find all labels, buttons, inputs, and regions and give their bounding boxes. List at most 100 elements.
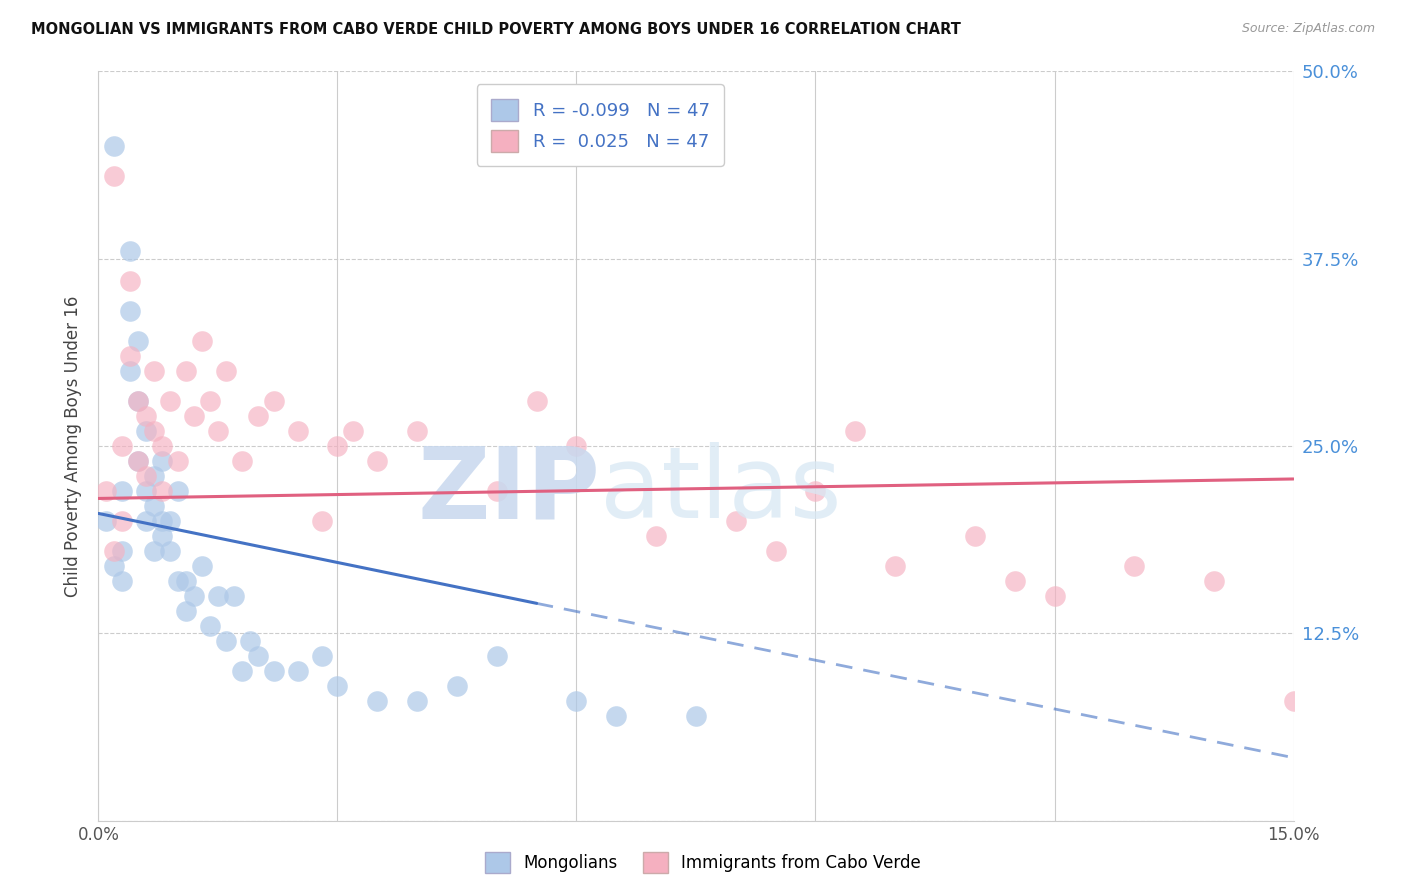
Point xyxy=(127,334,149,348)
Point xyxy=(804,483,827,498)
Point xyxy=(605,708,627,723)
Point xyxy=(143,544,166,558)
Point xyxy=(287,424,309,438)
Legend: R = -0.099   N = 47, R =  0.025   N = 47: R = -0.099 N = 47, R = 0.025 N = 47 xyxy=(477,84,724,166)
Point xyxy=(1043,589,1066,603)
Point xyxy=(844,424,866,438)
Point xyxy=(565,694,588,708)
Point xyxy=(127,394,149,409)
Point xyxy=(406,424,429,438)
Point xyxy=(111,514,134,528)
Point xyxy=(342,424,364,438)
Point xyxy=(645,529,668,543)
Point xyxy=(111,439,134,453)
Point xyxy=(311,514,333,528)
Point xyxy=(366,694,388,708)
Point xyxy=(135,469,157,483)
Point xyxy=(207,424,229,438)
Point xyxy=(406,694,429,708)
Y-axis label: Child Poverty Among Boys Under 16: Child Poverty Among Boys Under 16 xyxy=(65,295,83,597)
Point xyxy=(103,139,125,153)
Point xyxy=(685,708,707,723)
Point xyxy=(263,394,285,409)
Point xyxy=(326,439,349,453)
Point xyxy=(884,558,907,573)
Point xyxy=(366,454,388,468)
Point xyxy=(1282,694,1305,708)
Point xyxy=(485,483,508,498)
Point xyxy=(150,529,173,543)
Point xyxy=(120,274,142,288)
Point xyxy=(167,483,190,498)
Point xyxy=(231,664,253,678)
Point xyxy=(143,424,166,438)
Point xyxy=(111,574,134,588)
Point xyxy=(167,574,190,588)
Point xyxy=(263,664,285,678)
Point xyxy=(222,589,245,603)
Text: ZIP: ZIP xyxy=(418,442,600,540)
Point xyxy=(191,334,214,348)
Point xyxy=(135,483,157,498)
Point xyxy=(120,349,142,363)
Point xyxy=(135,424,157,438)
Point xyxy=(120,304,142,318)
Point xyxy=(246,648,269,663)
Point xyxy=(565,439,588,453)
Point xyxy=(526,394,548,409)
Point xyxy=(326,679,349,693)
Point xyxy=(150,439,173,453)
Point xyxy=(174,574,197,588)
Point xyxy=(1004,574,1026,588)
Point xyxy=(159,394,181,409)
Point xyxy=(183,589,205,603)
Point xyxy=(183,409,205,423)
Point xyxy=(159,544,181,558)
Point xyxy=(485,648,508,663)
Point xyxy=(231,454,253,468)
Point xyxy=(1123,558,1146,573)
Point xyxy=(143,364,166,378)
Text: MONGOLIAN VS IMMIGRANTS FROM CABO VERDE CHILD POVERTY AMONG BOYS UNDER 16 CORREL: MONGOLIAN VS IMMIGRANTS FROM CABO VERDE … xyxy=(31,22,960,37)
Point xyxy=(127,454,149,468)
Point xyxy=(174,364,197,378)
Legend: Mongolians, Immigrants from Cabo Verde: Mongolians, Immigrants from Cabo Verde xyxy=(478,846,928,880)
Point xyxy=(963,529,986,543)
Point xyxy=(1202,574,1225,588)
Point xyxy=(127,394,149,409)
Point xyxy=(246,409,269,423)
Point xyxy=(198,619,221,633)
Point xyxy=(215,364,238,378)
Point xyxy=(96,514,118,528)
Point xyxy=(724,514,747,528)
Point xyxy=(120,364,142,378)
Point xyxy=(111,483,134,498)
Point xyxy=(150,514,173,528)
Point xyxy=(103,169,125,184)
Point xyxy=(135,514,157,528)
Point xyxy=(174,604,197,618)
Point xyxy=(96,483,118,498)
Point xyxy=(446,679,468,693)
Point xyxy=(103,544,125,558)
Point xyxy=(215,633,238,648)
Point xyxy=(143,499,166,513)
Point xyxy=(143,469,166,483)
Point xyxy=(311,648,333,663)
Point xyxy=(150,483,173,498)
Point xyxy=(191,558,214,573)
Point xyxy=(287,664,309,678)
Point xyxy=(150,454,173,468)
Point xyxy=(111,544,134,558)
Point xyxy=(135,409,157,423)
Text: atlas: atlas xyxy=(600,442,842,540)
Point xyxy=(159,514,181,528)
Point xyxy=(167,454,190,468)
Point xyxy=(120,244,142,259)
Point xyxy=(103,558,125,573)
Text: Source: ZipAtlas.com: Source: ZipAtlas.com xyxy=(1241,22,1375,36)
Point xyxy=(127,454,149,468)
Point xyxy=(239,633,262,648)
Point xyxy=(198,394,221,409)
Point xyxy=(207,589,229,603)
